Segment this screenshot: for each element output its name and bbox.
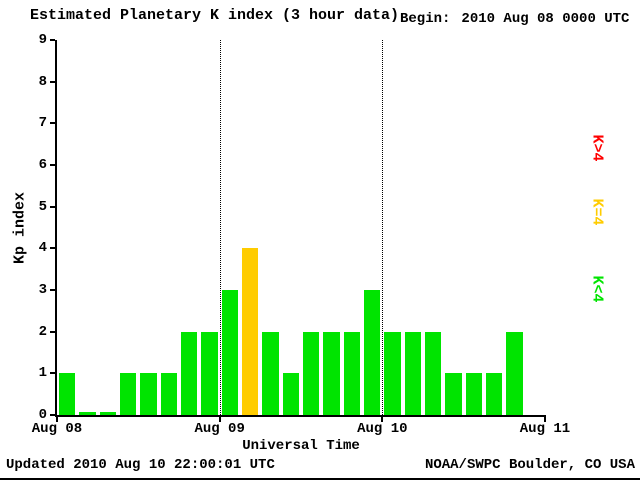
- x-tick-mark: [544, 415, 546, 422]
- begin-label: Begin:: [400, 11, 451, 27]
- y-tick-mark: [50, 205, 55, 208]
- kp-bar: [262, 331, 279, 415]
- kp-bar: [465, 373, 482, 415]
- y-tick-label: 2: [38, 323, 47, 340]
- y-tick-mark: [50, 330, 55, 333]
- plot-area: 0 1 2 3 4 5 6 7 8 9 Aug 08 Aug 09 Aug 10 Aug 11: [32, 32, 570, 437]
- x-tick-label: Aug 08: [31, 421, 83, 437]
- x-tick-label: Aug 09: [194, 421, 245, 437]
- y-tick-mark: [50, 122, 55, 125]
- x-tick-mark: [218, 415, 221, 422]
- legend-k-gt-4: K>4: [588, 134, 606, 162]
- kp-bar: [242, 248, 259, 415]
- kp-bar: [79, 412, 96, 415]
- kp-bar: [140, 373, 157, 415]
- legend-k-eq-4: K=4: [588, 198, 606, 226]
- gridline-aug-10: [382, 40, 384, 415]
- legend-k-lt-4: K<4: [588, 275, 606, 303]
- y-tick-label: 6: [38, 157, 47, 173]
- y-tick-mark: [50, 247, 55, 250]
- updated-timestamp: Updated 2010 Aug 10 22:00:01 UTC: [6, 457, 275, 473]
- kp-bar: [160, 373, 177, 415]
- x-tick-mark: [381, 415, 384, 422]
- y-tick-mark: [50, 372, 55, 375]
- kp-bar: [59, 373, 76, 415]
- kp-bar: [404, 331, 421, 415]
- y-tick-label: 5: [38, 198, 47, 215]
- y-tick-mark: [50, 289, 55, 291]
- kp-bar: [221, 290, 238, 415]
- kp-bar: [445, 373, 462, 415]
- kp-bar: [486, 373, 503, 415]
- y-tick-mark: [50, 414, 55, 416]
- kp-bar: [303, 331, 320, 415]
- y-tick-mark: [50, 80, 55, 83]
- x-tick-mark: [56, 415, 58, 422]
- credit-text: NOAA/SWPC Boulder, CO USA: [424, 457, 635, 473]
- y-tick-label: 9: [38, 32, 47, 48]
- y-tick-label: 4: [38, 240, 47, 257]
- kp-bar: [99, 412, 116, 415]
- begin-value: 2010 Aug 08 0000 UTC: [461, 11, 630, 27]
- y-tick-label: 8: [38, 73, 47, 90]
- kp-bar: [120, 373, 137, 415]
- kp-bar: [506, 331, 523, 415]
- kp-bar: [201, 331, 218, 415]
- kp-bar: [323, 331, 340, 415]
- kp-bar: [384, 331, 401, 415]
- kp-bar: [181, 331, 198, 415]
- kp-bar: [282, 373, 299, 415]
- x-tick-label: Aug 11: [519, 421, 571, 437]
- y-tick-mark: [50, 164, 55, 166]
- y-tick-label: 3: [38, 282, 47, 298]
- chart-title: Estimated Planetary K index (3 hour data…: [30, 7, 400, 24]
- y-tick-label: 0: [38, 407, 47, 423]
- kp-bar: [364, 290, 381, 415]
- y-tick-label: 1: [38, 365, 47, 382]
- kp-bar: [343, 331, 360, 415]
- gridline-aug-09: [219, 40, 221, 415]
- kp-bar: [425, 331, 442, 415]
- y-tick-label: 7: [38, 115, 47, 132]
- bottom-border: [0, 478, 640, 480]
- begin-timestamp: Begin: 2010 Aug 08 0000 UTC: [400, 11, 629, 27]
- x-axis-title: Universal Time: [242, 438, 360, 454]
- y-tick-mark: [50, 39, 55, 41]
- x-tick-label: Aug 10: [357, 421, 408, 437]
